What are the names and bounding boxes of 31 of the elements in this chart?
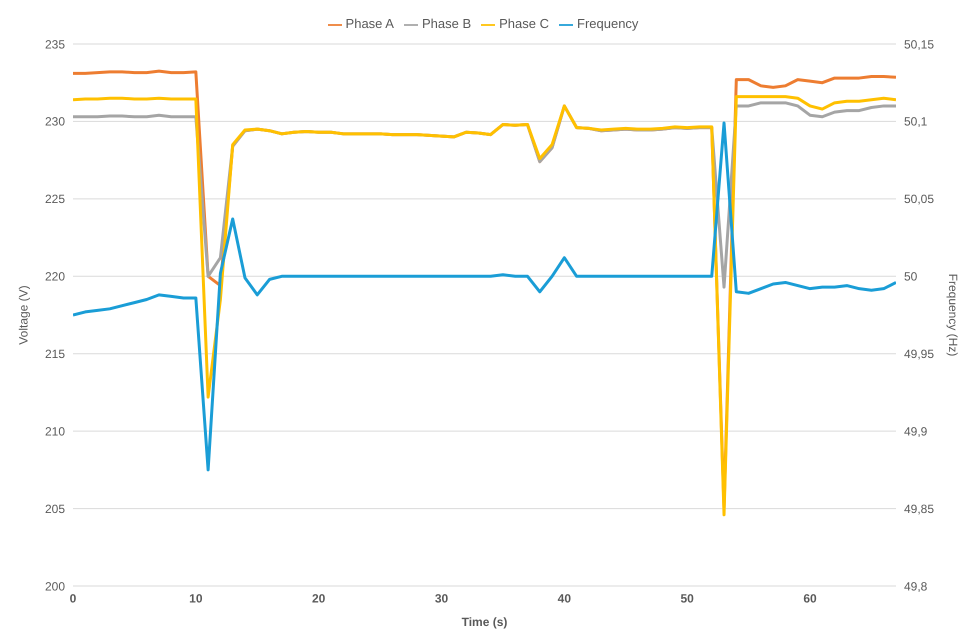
x-tick-label: 50 [680,592,694,606]
x-tick-label: 60 [803,592,818,606]
legend-label: Phase C [499,16,550,31]
y2-tick-label: 50 [904,270,918,284]
y2-tick-label: 49,85 [904,502,934,516]
legend-label: Phase B [422,16,472,31]
y-tick-label: 220 [44,270,66,284]
y-tick-label: 210 [44,424,66,438]
y2-tick-label: 50,1 [904,114,928,129]
y-tick-label: 215 [44,346,66,361]
y-tick-label: 225 [44,192,66,206]
legend-label: Phase A [346,16,394,31]
x-tick-label: 30 [434,592,448,606]
x-tick-label: 20 [312,592,326,606]
y-tick-label: 200 [44,579,66,594]
y2-tick-label: 50,15 [904,37,934,52]
x-tick-label: 40 [558,592,572,606]
x-tick-label: 10 [189,592,203,606]
y-tick-label: 230 [44,114,66,129]
y2-tick-label: 49,95 [904,346,934,361]
y-tick-label: 205 [44,502,66,516]
x-tick-label: 0 [70,592,77,606]
x-axis-title: Time (s) [462,615,508,629]
y2-tick-label: 49,9 [904,424,928,438]
y2-tick-label: 49,8 [904,579,928,594]
legend-label: Frequency [577,16,638,31]
y-tick-label: 235 [44,37,66,52]
y-axis-title: Voltage (V) [16,285,30,345]
line-series [73,121,896,472]
y2-axis-title: Frequency (Hz) [946,274,960,356]
y2-tick-label: 50,05 [904,192,934,206]
